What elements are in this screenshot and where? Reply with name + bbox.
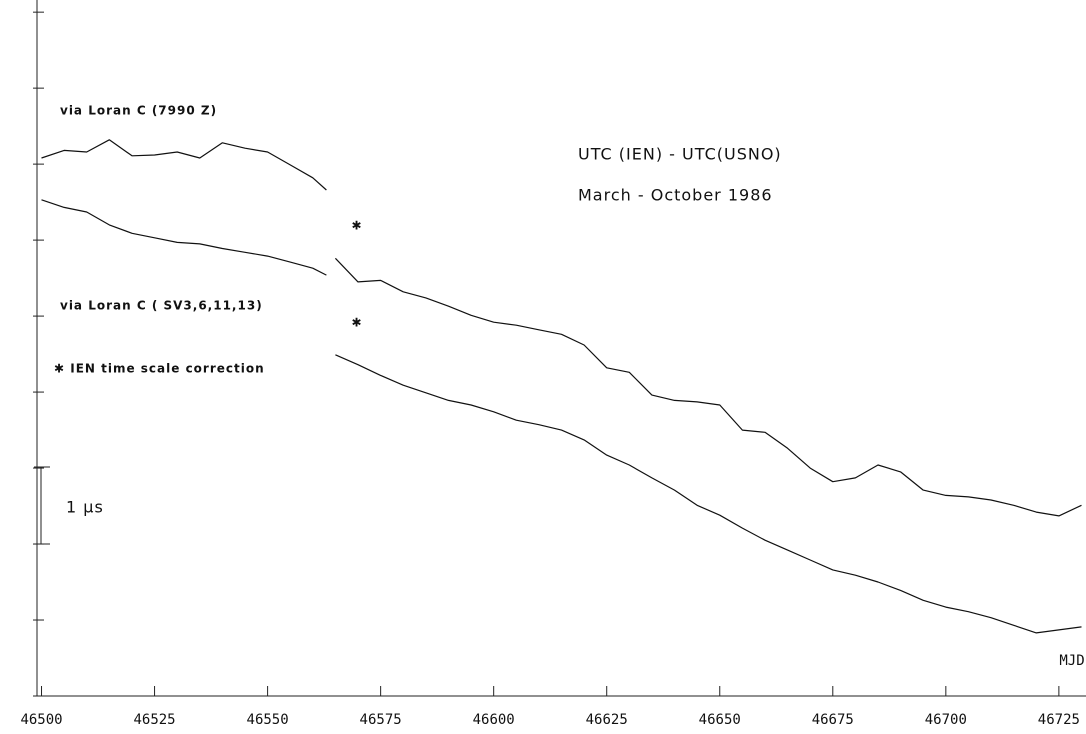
- x-tick-label: 46500: [20, 712, 62, 728]
- x-tick-label: 46650: [699, 712, 741, 728]
- chart-title: UTC (IEN) - UTC(USNO): [578, 145, 782, 164]
- series-line: [41, 199, 1082, 634]
- x-tick-label: 46700: [925, 712, 967, 728]
- scale-label: 1 µs: [66, 498, 104, 517]
- scale-bar: [34, 466, 50, 545]
- series-label: via Loran C ( SV3,6,11,13): [60, 299, 263, 313]
- x-tick-label: 46600: [473, 712, 515, 728]
- chart-subtitle: March - October 1986: [578, 186, 773, 205]
- correction-marker: ✱: [351, 219, 362, 233]
- x-tick-label: 46525: [133, 712, 175, 728]
- series-label: via Loran C (7990 Z): [60, 104, 217, 118]
- series-line: [41, 139, 1082, 517]
- x-tick-label: 46575: [360, 712, 402, 728]
- x-tick-label: 46675: [812, 712, 854, 728]
- note: ✱ IEN time scale correction: [54, 362, 265, 376]
- correction-marker: ✱: [351, 316, 362, 330]
- x-tick-label: 46725: [1038, 712, 1080, 728]
- x-axis-label: MJD: [1059, 653, 1084, 669]
- x-tick-label: 46550: [247, 712, 289, 728]
- x-tick-label: 46625: [586, 712, 628, 728]
